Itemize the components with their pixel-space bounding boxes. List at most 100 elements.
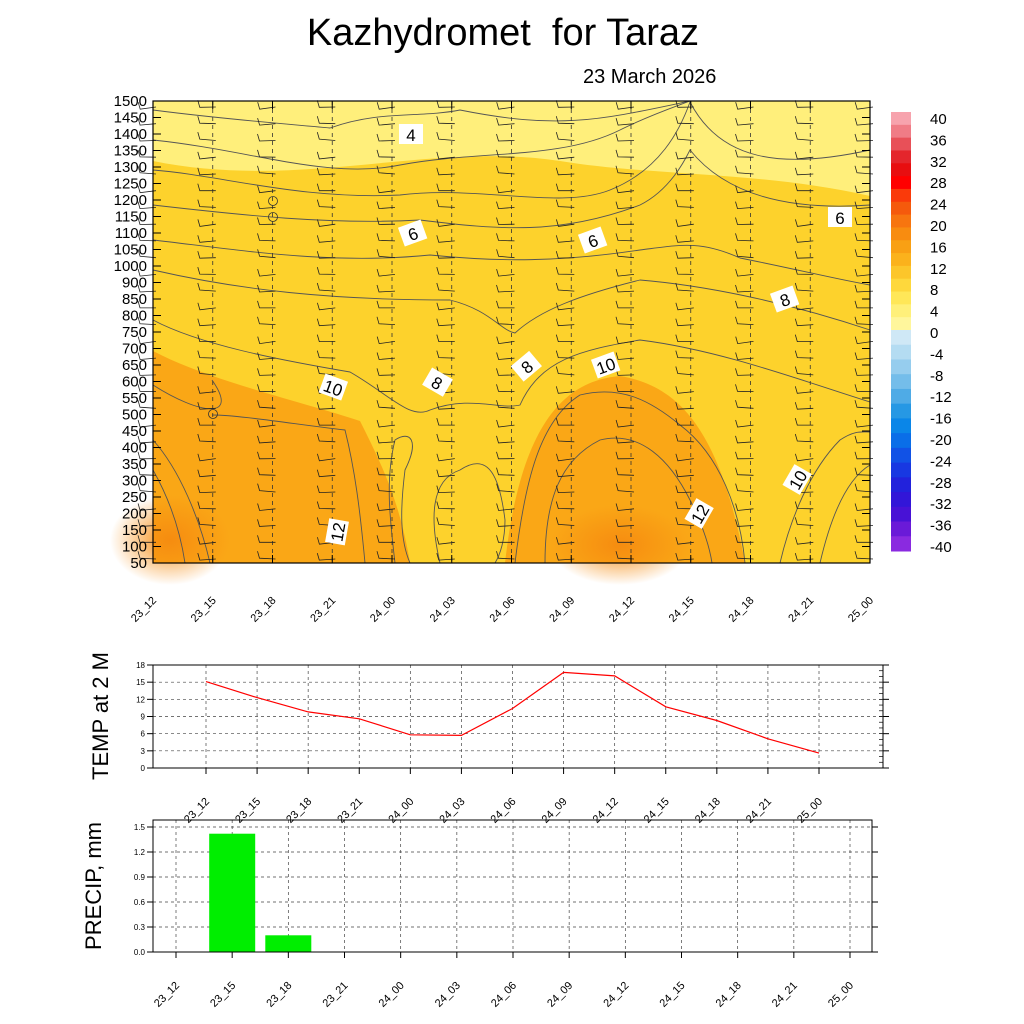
y-tick-label: 150 (122, 522, 147, 539)
wind-barb (376, 149, 396, 158)
wind-barb (137, 368, 157, 376)
wind-barb (854, 435, 874, 444)
wind-barb (794, 417, 814, 426)
wind-barb (137, 419, 157, 428)
wind-barb (854, 165, 874, 175)
wind-barb (257, 503, 276, 511)
x-tick-label: 24_12 (601, 980, 631, 1010)
wind-barb (794, 100, 814, 108)
wind-barb (735, 316, 754, 325)
wind-barb (197, 302, 216, 311)
wind-barb (436, 453, 455, 462)
wind-barb (197, 552, 216, 561)
colorbar-swatch (891, 124, 911, 139)
wind-barb (137, 133, 157, 142)
wind-barb (376, 400, 396, 409)
wind-barb (436, 417, 455, 426)
wind-barb (257, 217, 276, 225)
wind-barb (555, 251, 575, 259)
wind-barb (794, 501, 814, 510)
precip-bar (265, 935, 312, 952)
wind-barb (675, 537, 694, 545)
wind-barb (555, 100, 575, 108)
contour-label: 8 (422, 367, 453, 397)
cross-section-plot: 5010015020025030035040045050055060065070… (110, 93, 876, 625)
wind-barb (675, 167, 694, 176)
wind-barb (376, 483, 396, 493)
wind-barb (735, 435, 754, 444)
wind-barb (615, 419, 635, 428)
wind-barb (854, 368, 874, 376)
contour-lines (152, 100, 871, 564)
y-tick-label: 500 (122, 407, 147, 424)
y-tick-label: 15 (136, 678, 145, 687)
wind-barb (316, 350, 336, 359)
wind-barb (257, 384, 276, 392)
x-tick-label: 24_03 (437, 796, 467, 826)
wind-barb (436, 167, 455, 176)
wind-barb (376, 467, 396, 476)
y-tick-label: 1300 (114, 159, 147, 176)
wind-barb (496, 133, 515, 142)
colorbar-swatch (891, 265, 911, 280)
wind-barb (257, 400, 276, 409)
wind-barb (257, 535, 276, 543)
wind-barb (794, 366, 814, 376)
contour-label: 10 (590, 351, 621, 379)
wind-barb (197, 386, 216, 394)
wind-barb (555, 183, 575, 192)
wind-barb (376, 249, 396, 259)
wind-barb (257, 117, 276, 126)
wind-barb (197, 251, 216, 259)
wind-barb (316, 334, 336, 343)
wind-barb (675, 386, 694, 394)
wind-barb (794, 131, 814, 141)
wind-barb (555, 552, 575, 561)
wind-barb (675, 151, 694, 160)
wind-barb (137, 435, 157, 444)
y-tick-label: 800 (122, 308, 147, 325)
colorbar-swatch (891, 291, 911, 305)
wind-barb (854, 117, 874, 126)
wind-barb (854, 419, 874, 428)
wind-barb (794, 433, 814, 443)
x-tick-label: 24_21 (744, 796, 774, 826)
wind-barb (257, 133, 276, 142)
wind-barb (854, 233, 874, 242)
wind-barb (555, 266, 575, 275)
wind-barb (675, 282, 694, 292)
x-tick-label: 24_15 (667, 595, 697, 625)
x-tick-label: 23_21 (308, 595, 338, 625)
wind-barb (197, 453, 216, 462)
wind-barb (735, 201, 754, 210)
colorbar-tick-label: -12 (930, 389, 952, 406)
x-tick-label: 23_18 (264, 980, 294, 1010)
wind-barb (854, 268, 874, 277)
wind-barb (615, 519, 635, 527)
wind-barb (615, 352, 635, 360)
colorbar-swatch (891, 359, 911, 375)
x-tick-label: 24_06 (489, 980, 519, 1010)
wind-barb (257, 149, 276, 158)
colorbar-tick-label: 20 (930, 218, 947, 235)
wind-barb (794, 517, 814, 526)
wind-barb (257, 249, 276, 259)
wind-barb (496, 165, 515, 175)
wind-barb (137, 284, 157, 293)
wind-barb (316, 251, 336, 259)
wind-barb (316, 183, 336, 192)
wind-barb (794, 350, 814, 359)
y-tick-label: 750 (122, 324, 147, 341)
wind-barb (257, 419, 276, 428)
wind-barb (675, 251, 694, 259)
wind-barb (137, 467, 157, 476)
wind-barb (496, 384, 515, 392)
wind-barb (735, 535, 754, 543)
grid-lines (153, 665, 883, 768)
colorbar-swatch (891, 344, 911, 360)
wind-barb (496, 217, 515, 225)
wind-barb (854, 519, 874, 527)
wind-barb (496, 201, 515, 210)
wind-barb (197, 183, 216, 192)
y-tick-label: 600 (122, 374, 147, 391)
